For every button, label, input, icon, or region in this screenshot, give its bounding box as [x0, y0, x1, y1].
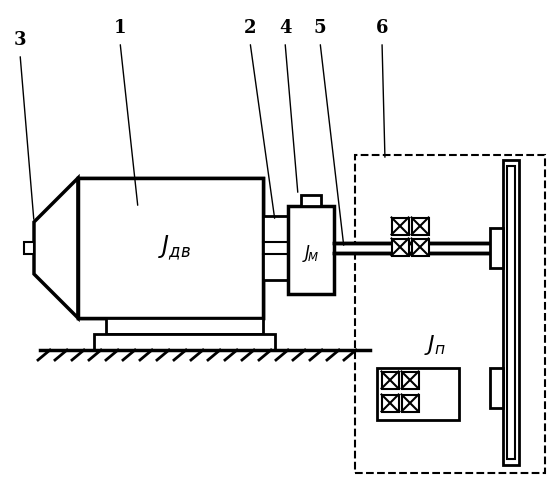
- Text: $J_{\mathit{дв}}$: $J_{\mathit{дв}}$: [158, 234, 191, 262]
- Bar: [263, 216, 288, 280]
- Bar: [106, 318, 263, 334]
- Bar: [503, 160, 519, 465]
- Bar: [402, 394, 418, 411]
- Bar: [490, 228, 503, 268]
- Text: $J_{\mathit{п}}$: $J_{\mathit{п}}$: [424, 333, 446, 357]
- Bar: [382, 372, 398, 388]
- Bar: [411, 218, 429, 234]
- Bar: [78, 178, 263, 318]
- Text: 2: 2: [244, 19, 256, 37]
- Bar: [288, 206, 334, 294]
- Bar: [382, 394, 398, 411]
- Text: 6: 6: [376, 19, 388, 37]
- Text: 1: 1: [114, 19, 126, 37]
- Bar: [377, 368, 459, 420]
- Text: 5: 5: [314, 19, 326, 37]
- Bar: [301, 195, 321, 206]
- Bar: [507, 166, 515, 459]
- Text: 3: 3: [14, 31, 26, 49]
- Text: $J_{\!M}$: $J_{\!M}$: [302, 242, 320, 264]
- Bar: [392, 238, 408, 256]
- Polygon shape: [34, 178, 78, 318]
- Bar: [402, 372, 418, 388]
- Bar: [24, 242, 34, 254]
- Bar: [94, 334, 275, 350]
- Bar: [392, 218, 408, 234]
- Text: 4: 4: [279, 19, 291, 37]
- Bar: [411, 238, 429, 256]
- Bar: [490, 368, 503, 408]
- Bar: [355, 155, 545, 473]
- Bar: [78, 178, 263, 318]
